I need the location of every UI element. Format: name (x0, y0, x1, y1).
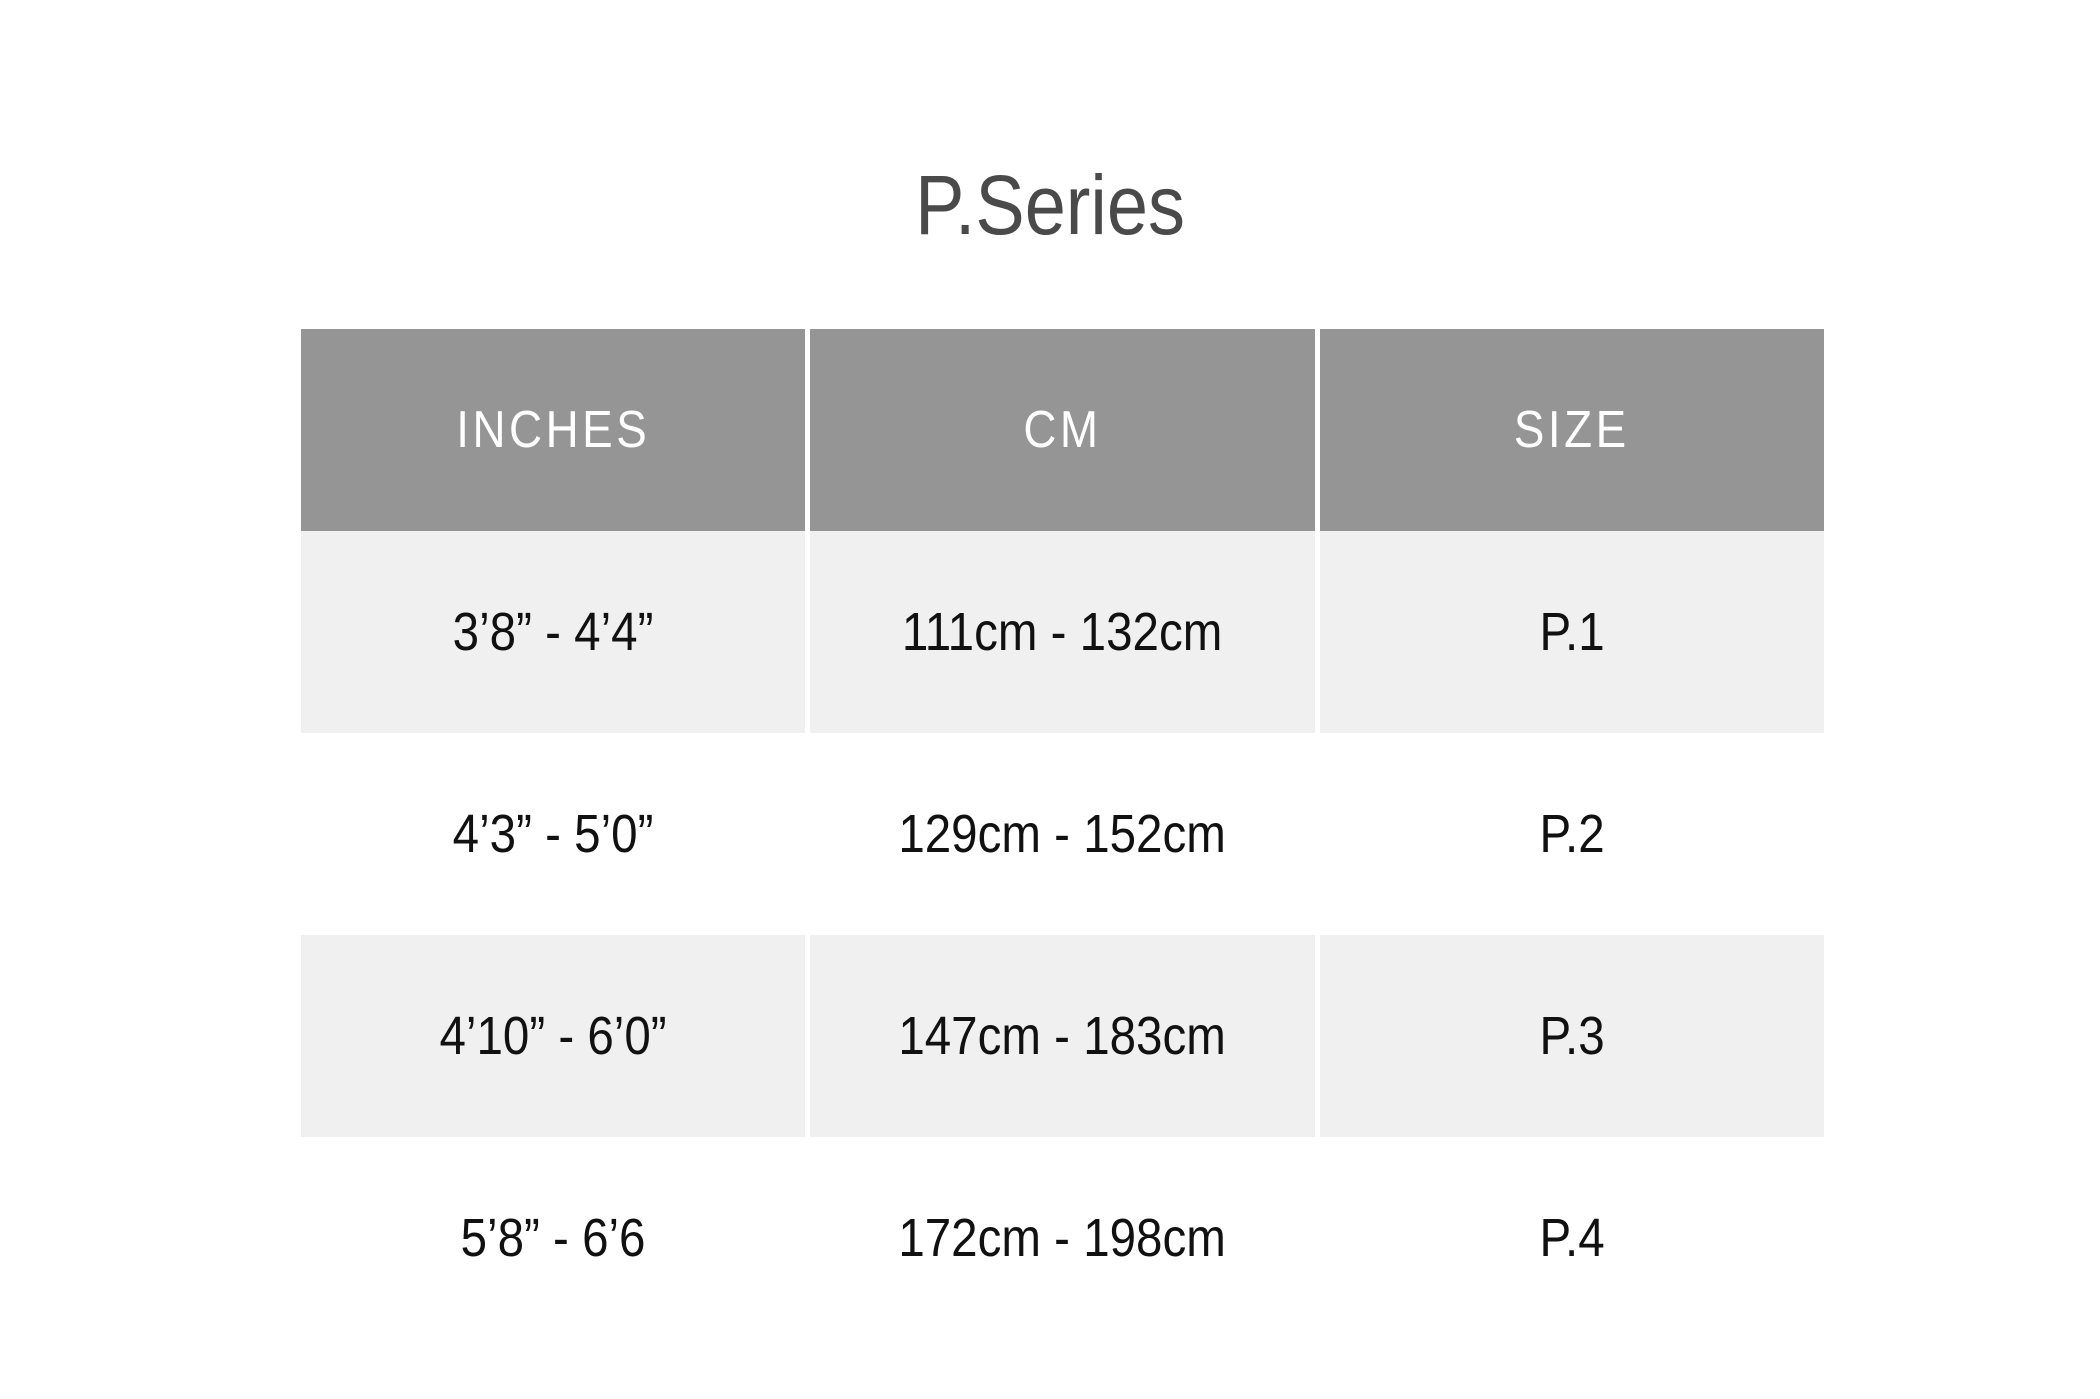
cell-cm: 147cm - 183cm (805, 935, 1315, 1137)
cell-inches: 3’8” - 4’4” (301, 531, 806, 733)
cell-inches: 5’8” - 6’6 (301, 1137, 805, 1339)
header-size: SIZE (1314, 329, 1824, 531)
cell-text: P.1 (1539, 602, 1605, 662)
cell-text: P.4 (1539, 1208, 1605, 1268)
cell-size: P.3 (1314, 935, 1824, 1137)
cell-inches: 4’3” - 5’0” (301, 733, 805, 935)
cell-text: 172cm - 198cm (898, 1208, 1227, 1268)
header-label: SIZE (1513, 401, 1630, 459)
cell-text: 5’8” - 6’6 (460, 1208, 646, 1268)
cell-text: P.2 (1539, 804, 1605, 864)
cell-cm: 172cm - 198cm (805, 1137, 1314, 1339)
table-row: 4’10” - 6’0” 147cm - 183cm P.3 (301, 935, 1824, 1137)
cell-cm: 129cm - 152cm (805, 733, 1314, 935)
cell-size: P.2 (1314, 733, 1824, 935)
header-inches: INCHES (301, 329, 806, 531)
table-row: 4’3” - 5’0” 129cm - 152cm P.2 (301, 733, 1824, 935)
cell-text: 129cm - 152cm (898, 804, 1227, 864)
cell-inches: 4’10” - 6’0” (301, 935, 806, 1137)
table-header-row: INCHES CM SIZE (301, 329, 1824, 531)
size-table: INCHES CM SIZE 3’8” - 4’4” 111cm - 132cm… (301, 329, 1824, 1339)
table-row: 3’8” - 4’4” 111cm - 132cm P.1 (301, 531, 1824, 733)
cell-text: P.3 (1539, 1006, 1605, 1066)
table-row: 5’8” - 6’6 172cm - 198cm P.4 (301, 1137, 1824, 1339)
header-label: INCHES (456, 401, 651, 459)
cell-text: 4’10” - 6’0” (439, 1006, 667, 1066)
cell-size: P.1 (1314, 531, 1824, 733)
page-title: P.Series (915, 158, 1185, 252)
cell-cm: 111cm - 132cm (805, 531, 1315, 733)
cell-text: 111cm - 132cm (902, 602, 1223, 662)
cell-text: 3’8” - 4’4” (452, 602, 654, 662)
cell-text: 147cm - 183cm (898, 1006, 1227, 1066)
cell-text: 4’3” - 5’0” (452, 804, 654, 864)
cell-size: P.4 (1314, 1137, 1824, 1339)
header-cm: CM (805, 329, 1315, 531)
header-label: CM (1023, 401, 1102, 459)
